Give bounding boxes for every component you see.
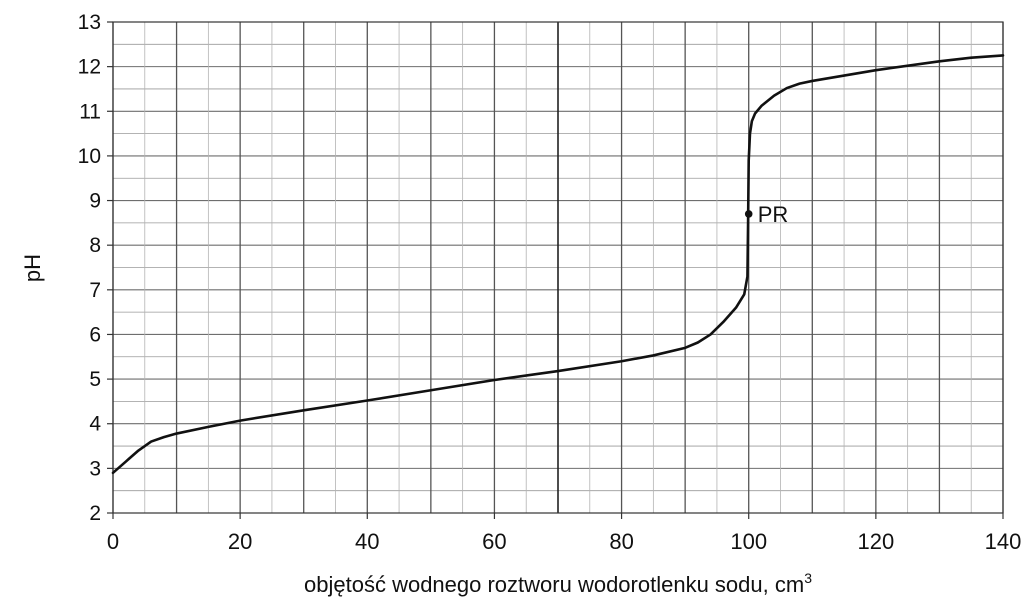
- y-tick-label: 12: [78, 56, 101, 79]
- x-axis-label: objętość wodnego roztworu wodorotlenku s…: [304, 570, 812, 597]
- y-tick-label: 10: [78, 145, 101, 168]
- x-tick-label: 20: [228, 529, 252, 554]
- y-tick-label: 4: [89, 413, 101, 436]
- series-line-ph: [111, 54, 1005, 475]
- x-tick-label: 40: [355, 529, 379, 554]
- y-tick-labels: 2 3 4 5 6 7 8 9 10 11 12 13: [78, 11, 102, 525]
- y-tick-label: 5: [89, 368, 101, 391]
- y-tick-label: 11: [79, 100, 101, 123]
- y-tick-label: 6: [89, 323, 101, 346]
- x-tick-label: 100: [730, 529, 767, 554]
- y-tick-label: 2: [89, 502, 101, 525]
- y-axis-label: pH: [20, 254, 45, 282]
- grid: [112, 21, 1004, 514]
- x-tick-label: 0: [107, 529, 119, 554]
- x-tick-label: 80: [609, 529, 633, 554]
- x-axis-label-superscript: 3: [804, 570, 812, 586]
- y-tick-label: 9: [89, 190, 101, 213]
- equivalence-point-label: PR: [758, 202, 789, 227]
- x-tick-label: 60: [482, 529, 506, 554]
- plot-frame: [112, 21, 1004, 514]
- y-tick-label: 8: [89, 234, 101, 257]
- axes: [107, 21, 1004, 519]
- x-tick-labels: 0 20 40 60 80 100 120 140: [107, 529, 1021, 554]
- equivalence-point-marker: [744, 210, 753, 218]
- x-tick-label: 120: [857, 529, 894, 554]
- y-tick-label: 7: [89, 279, 101, 302]
- y-tick-label: 13: [78, 11, 101, 34]
- x-tick-label: 140: [985, 529, 1022, 554]
- annotations: PR: [744, 202, 789, 227]
- y-tick-label: 3: [89, 457, 101, 480]
